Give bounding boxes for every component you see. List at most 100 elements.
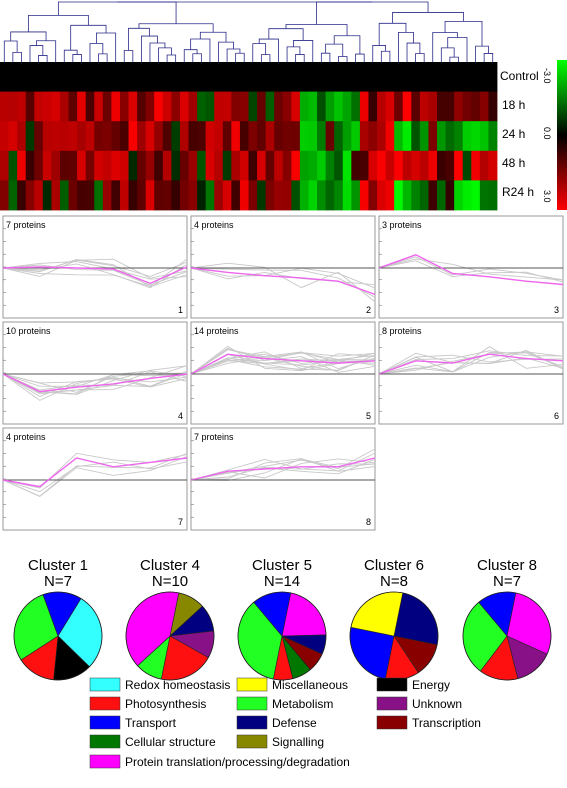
pie-cluster-5: Cluster 8N=7 [462,557,552,681]
dendrogram-branch [63,49,78,62]
dendrogram-branch [190,38,211,62]
heatmap-cell [402,62,412,92]
heatmap-cell [154,91,164,122]
pie-n-label: N=7 [493,573,521,590]
heatmap-cell [411,121,421,152]
heatmap-cell [471,180,481,211]
heatmap-cell [25,180,35,211]
legend-item: Transcription [376,715,481,730]
legend-label: Redox homeostasis [125,678,230,692]
legend-item: Protein translation/processing/degradati… [89,754,350,769]
heatmap-cell [428,180,438,211]
dendrogram-branch [192,53,202,62]
heatmap-cell [77,62,87,92]
heatmap-cell [222,121,232,152]
dendrogram-branch [258,38,279,62]
dendrogram-branch [235,52,245,62]
heatmap-cell [42,121,52,152]
heatmap-cell [454,150,464,181]
heatmap-cell [299,150,309,181]
profile-panel-4: 10 proteins 4 [2,321,188,425]
legend-label: Miscellaneous [272,678,348,692]
heatmap-cell [445,62,455,92]
heatmap-cell [94,150,104,181]
dendrogram-branch [89,43,104,62]
member-profile-line [378,351,564,375]
heatmap-cell [454,180,464,211]
dendrogram-branch [226,48,241,62]
heatmap-cell [385,91,395,122]
heatmap-cell [274,91,284,122]
dendrogram-branch [158,47,172,62]
heatmap-cell [171,62,181,92]
member-profile-line [2,264,188,286]
dendrogram-branch [36,40,57,62]
dendrogram-branch [12,52,22,62]
heatmap-cell [291,150,301,181]
heatmap-cell [265,91,275,122]
legend-item: Metabolism [236,696,333,711]
heatmap-cell [359,180,369,211]
panel-count-label: 7 proteins [6,220,46,230]
dendrogram-branch [149,42,166,62]
heatmap-cell [445,91,455,122]
heatmap-cell [51,91,61,122]
mean-profile-line [190,457,376,481]
member-profile-line [2,258,188,279]
heatmap-cell [428,62,438,92]
dendrogram-branch [199,31,227,43]
dendrogram-branch [325,43,344,57]
heatmap-cell [445,121,455,152]
legend-item: Photosynthesis [89,696,206,711]
dendrogram-branch [483,53,494,62]
heatmap-cell [51,121,61,152]
row-label-48h: 48 h [502,156,525,170]
dendrogram-branch [38,55,48,62]
heatmap-cell [42,62,52,92]
heatmap-cell [462,121,472,152]
heatmap-cell [171,91,181,122]
legend-swatch [89,754,121,769]
legend-label: Transport [125,716,177,730]
dendrogram-branch [398,31,414,62]
heatmap-cell [8,62,18,92]
heatmap-cell [462,150,472,181]
mean-profile-line [378,254,564,286]
member-profile-line [2,456,188,498]
legend-label: Metabolism [272,697,333,711]
dendrogram-branch [338,56,348,62]
legend-item: Defense [236,715,317,730]
heatmap-cell [94,62,104,92]
heatmap-cell [128,180,138,211]
heatmap-cell [214,121,224,152]
heatmap-cell [222,180,232,211]
heatmap-cell [34,62,44,92]
panel-frame [190,321,376,425]
heatmap-cell [171,180,181,211]
heatmap-cell [188,91,198,122]
heatmap-cell [394,121,404,152]
heatmap-cell [402,180,412,211]
panel-count-label: 4 proteins [194,220,234,230]
legend-item: Transport [89,715,177,730]
heatmap-cell [437,91,446,122]
dendrogram-branch [378,22,407,46]
heatmap-cell [222,62,232,92]
member-profile-line [190,458,376,481]
heatmap-cell [437,180,446,211]
dendrogram-branch [128,27,150,51]
panel-index-label: 1 [178,305,183,315]
dendrogram-branch [252,43,267,62]
heatmap-cell [42,91,52,122]
panel-index-label: 2 [366,305,371,315]
member-profile-line [190,347,376,375]
panel-frame [378,215,564,319]
panel-frame [378,321,564,425]
member-profile-line [190,452,376,481]
heatmap-cell [154,62,164,92]
dendrogram-branch [138,23,214,33]
heatmap-cell [222,91,232,122]
row-label-24h: 24 h [502,127,525,141]
heatmap-cell [248,180,258,211]
heatmap-cell [317,62,327,92]
